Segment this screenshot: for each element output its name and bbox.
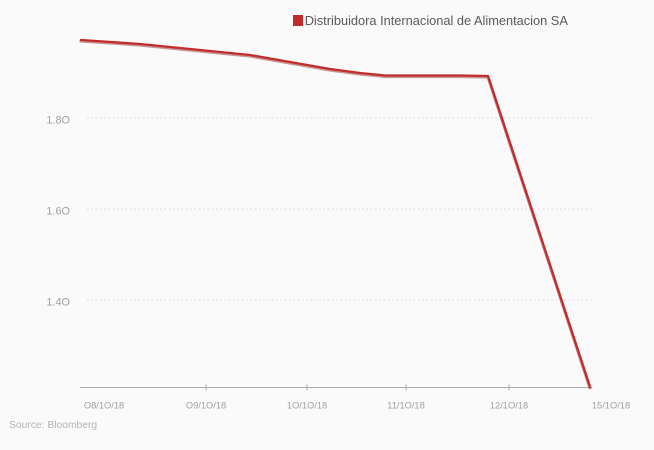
svg-text:12/1O/18: 12/1O/18 <box>490 401 528 411</box>
svg-text:O9/1O/18: O9/1O/18 <box>186 401 226 411</box>
svg-text:1.4O: 1.4O <box>46 297 70 309</box>
svg-text:15/1O/18: 15/1O/18 <box>592 401 630 411</box>
svg-text:1.8O: 1.8O <box>46 115 70 127</box>
svg-text:1.6O: 1.6O <box>46 206 70 218</box>
svg-text:O8/1O/18: O8/1O/18 <box>84 401 124 411</box>
svg-text:11/1O/18: 11/1O/18 <box>387 401 425 411</box>
svg-text:1O/1O/18: 1O/1O/18 <box>287 401 327 411</box>
